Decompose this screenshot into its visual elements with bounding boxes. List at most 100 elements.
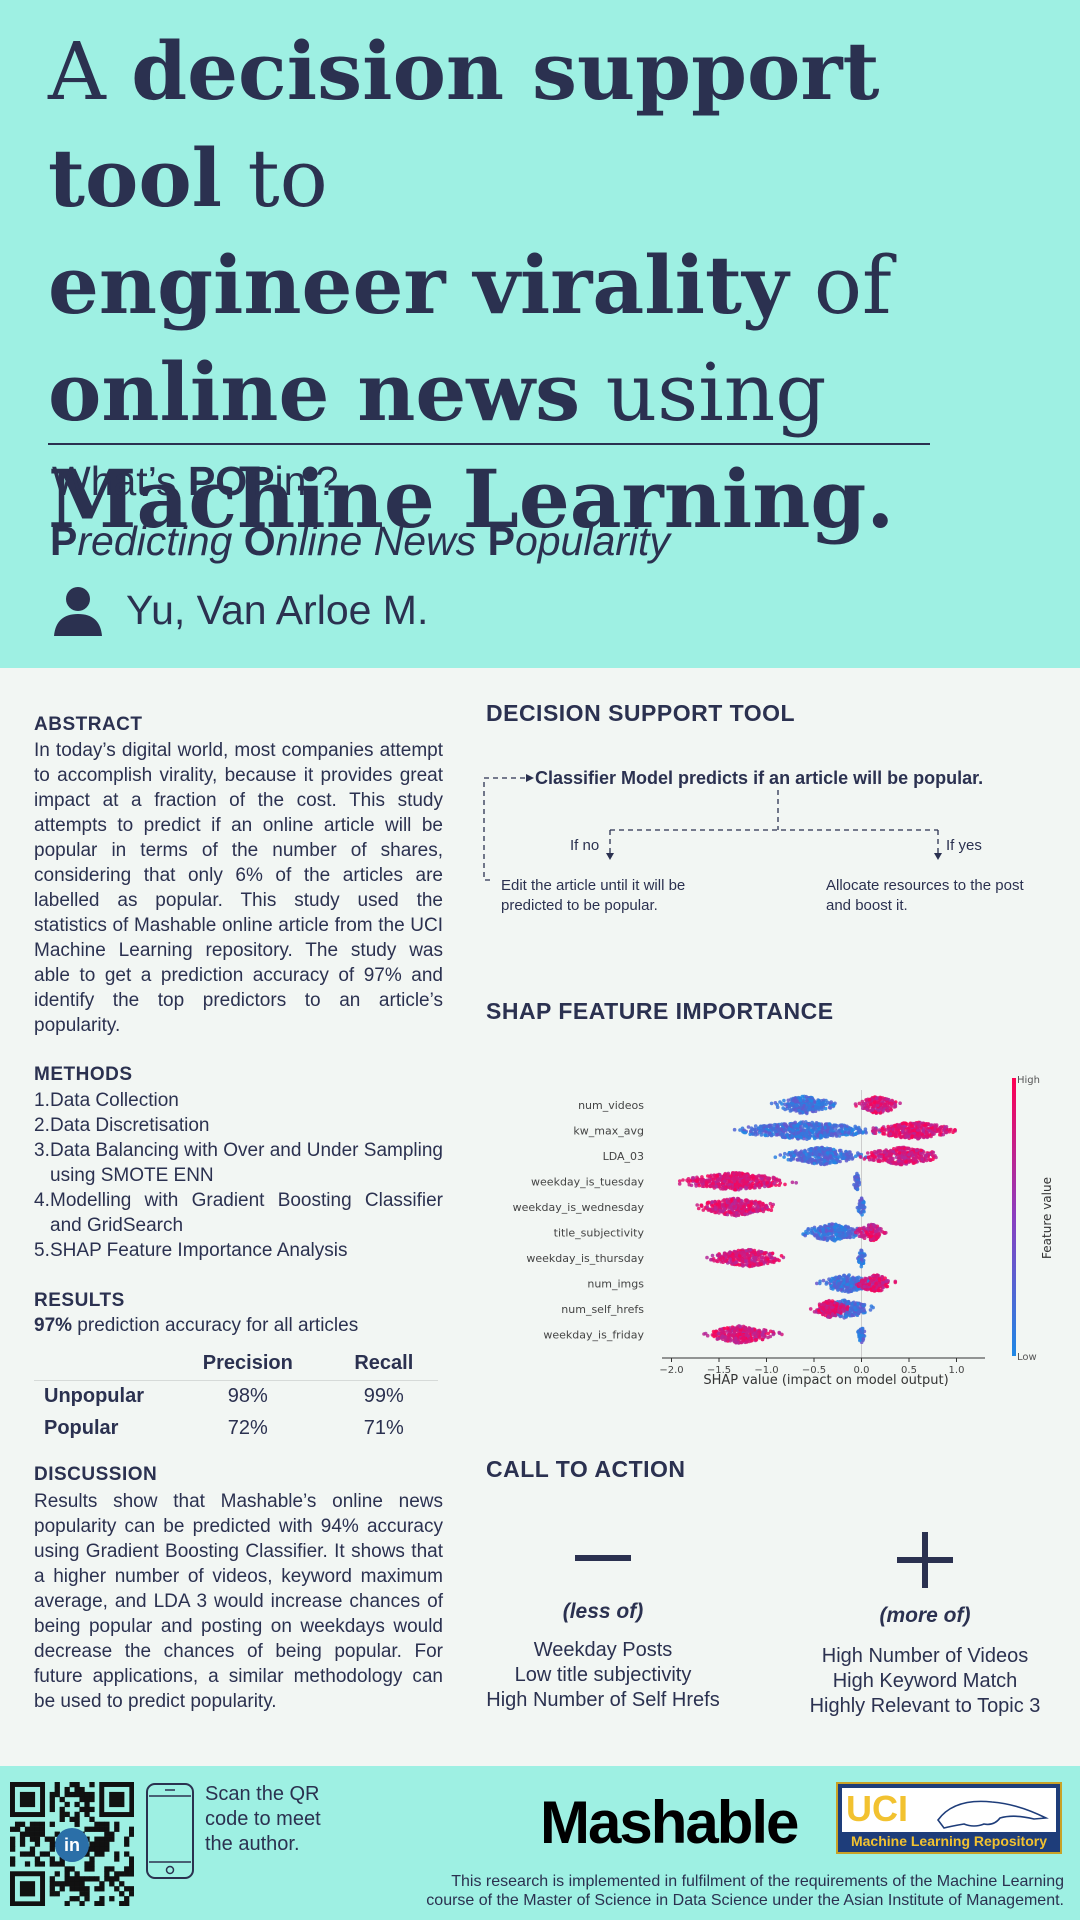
author: Yu, Van Arloe M. <box>50 580 428 640</box>
qr-module <box>104 1841 110 1847</box>
shap-point <box>872 1158 876 1162</box>
shap-point <box>862 1157 867 1161</box>
qr-module <box>39 1826 46 1832</box>
shap-point <box>694 1184 698 1188</box>
shap-point <box>828 1147 833 1151</box>
qr-module <box>54 1782 60 1788</box>
dst-heading: DECISION SUPPORT TOOL <box>486 700 796 726</box>
shap-point <box>732 1326 737 1330</box>
shap-point <box>890 1157 894 1161</box>
qr-module <box>34 1831 41 1837</box>
shap-point <box>826 1237 830 1241</box>
shap-point <box>846 1131 851 1135</box>
shap-point <box>866 1155 871 1160</box>
shap-point <box>857 1333 861 1338</box>
shap-point <box>832 1238 837 1243</box>
list-item: Weekday Posts <box>533 1639 673 1661</box>
shap-point <box>883 1283 888 1288</box>
qr-module <box>119 1891 125 1897</box>
shap-point <box>844 1314 848 1319</box>
list-number: 2. <box>34 1115 50 1136</box>
qr-module <box>59 1806 65 1813</box>
shap-point <box>768 1128 772 1133</box>
feature-label: num_videos <box>578 1099 644 1112</box>
shap-point <box>838 1305 843 1309</box>
recall-value: 71% <box>363 1417 404 1439</box>
shap-heading: SHAP FEATURE IMPORTANCE <box>486 998 834 1024</box>
qr-module <box>24 1826 31 1832</box>
qr-module <box>94 1886 100 1892</box>
list-text: Modelling with Gradient Boosting Classif… <box>50 1190 443 1236</box>
shap-point <box>814 1129 819 1134</box>
shap-point <box>728 1260 732 1264</box>
qr-module <box>19 1836 26 1842</box>
shap-point <box>914 1121 918 1126</box>
shap-point <box>913 1135 918 1139</box>
qr-module <box>49 1886 55 1892</box>
precision-value: 98% <box>227 1385 268 1408</box>
shap-point <box>804 1132 809 1137</box>
shap-point <box>816 1127 821 1131</box>
shap-point <box>867 1097 872 1102</box>
shap-point <box>730 1333 735 1338</box>
methods-list: 1. Data Collection 2. Data Discretisation 3.… <box>34 1088 443 1263</box>
shap-point <box>781 1106 785 1110</box>
shap-point <box>805 1160 810 1164</box>
shap-point <box>847 1273 851 1277</box>
table-row: Popular 72% 71% <box>34 1413 438 1445</box>
shap-point <box>882 1129 887 1133</box>
shap-point <box>828 1154 833 1158</box>
shap-point <box>720 1328 724 1333</box>
shap-point <box>777 1331 782 1336</box>
uci-logo: UCI Machine Learning Repository <box>836 1782 1062 1854</box>
shap-point <box>899 1135 904 1139</box>
shap-point <box>914 1148 919 1153</box>
shap-point <box>799 1136 803 1140</box>
shap-point <box>726 1336 731 1340</box>
shap-point <box>818 1133 823 1138</box>
shap-point <box>762 1184 767 1189</box>
shap-point <box>845 1152 849 1157</box>
shap-point <box>687 1182 692 1187</box>
shap-point <box>895 1126 899 1131</box>
shap-point <box>719 1255 724 1259</box>
shap-point <box>859 1197 864 1201</box>
shap-point <box>761 1330 766 1334</box>
shap-point <box>772 1181 776 1186</box>
list-text: Data Discretisation <box>50 1115 210 1136</box>
shap-point <box>848 1311 852 1315</box>
list-item: 3. Data Balancing with Over and Under Sam… <box>34 1138 443 1188</box>
no-outcome-line1: Edit the article until it will be <box>501 877 685 894</box>
shap-point <box>732 1204 736 1209</box>
qr-module <box>99 1901 105 1906</box>
qr-module <box>24 1861 31 1867</box>
shap-point <box>840 1129 844 1134</box>
qr-module <box>54 1881 60 1887</box>
shap-point <box>829 1158 833 1163</box>
shap-point <box>949 1127 953 1132</box>
shap-point <box>840 1233 844 1237</box>
shap-point <box>876 1100 880 1105</box>
shap-point <box>845 1285 849 1290</box>
shap-point <box>874 1096 879 1100</box>
cta-more-column: (more of) High Number of Videos High Key… <box>780 1604 1070 1719</box>
qr-module <box>84 1886 90 1892</box>
qr-module <box>24 1831 31 1837</box>
shap-point <box>733 1336 738 1340</box>
uci-subtitle: Machine Learning Repository <box>850 1833 1048 1849</box>
list-text: SHAP Feature Importance Analysis <box>50 1240 348 1261</box>
qr-module <box>89 1866 95 1872</box>
x-tick-label: 1.0 <box>949 1365 965 1376</box>
shap-point <box>872 1288 876 1292</box>
abstract-heading: ABSTRACT <box>34 714 143 735</box>
shap-point <box>744 1259 748 1263</box>
shap-point <box>928 1123 933 1127</box>
qr-module <box>114 1876 120 1882</box>
shap-point <box>809 1099 814 1103</box>
shap-point <box>771 1175 776 1180</box>
shap-point <box>887 1152 892 1157</box>
uci-wordmark: UCI <box>846 1788 908 1829</box>
shap-point <box>823 1155 827 1160</box>
shap-point <box>877 1128 882 1132</box>
shap-point <box>816 1106 821 1110</box>
